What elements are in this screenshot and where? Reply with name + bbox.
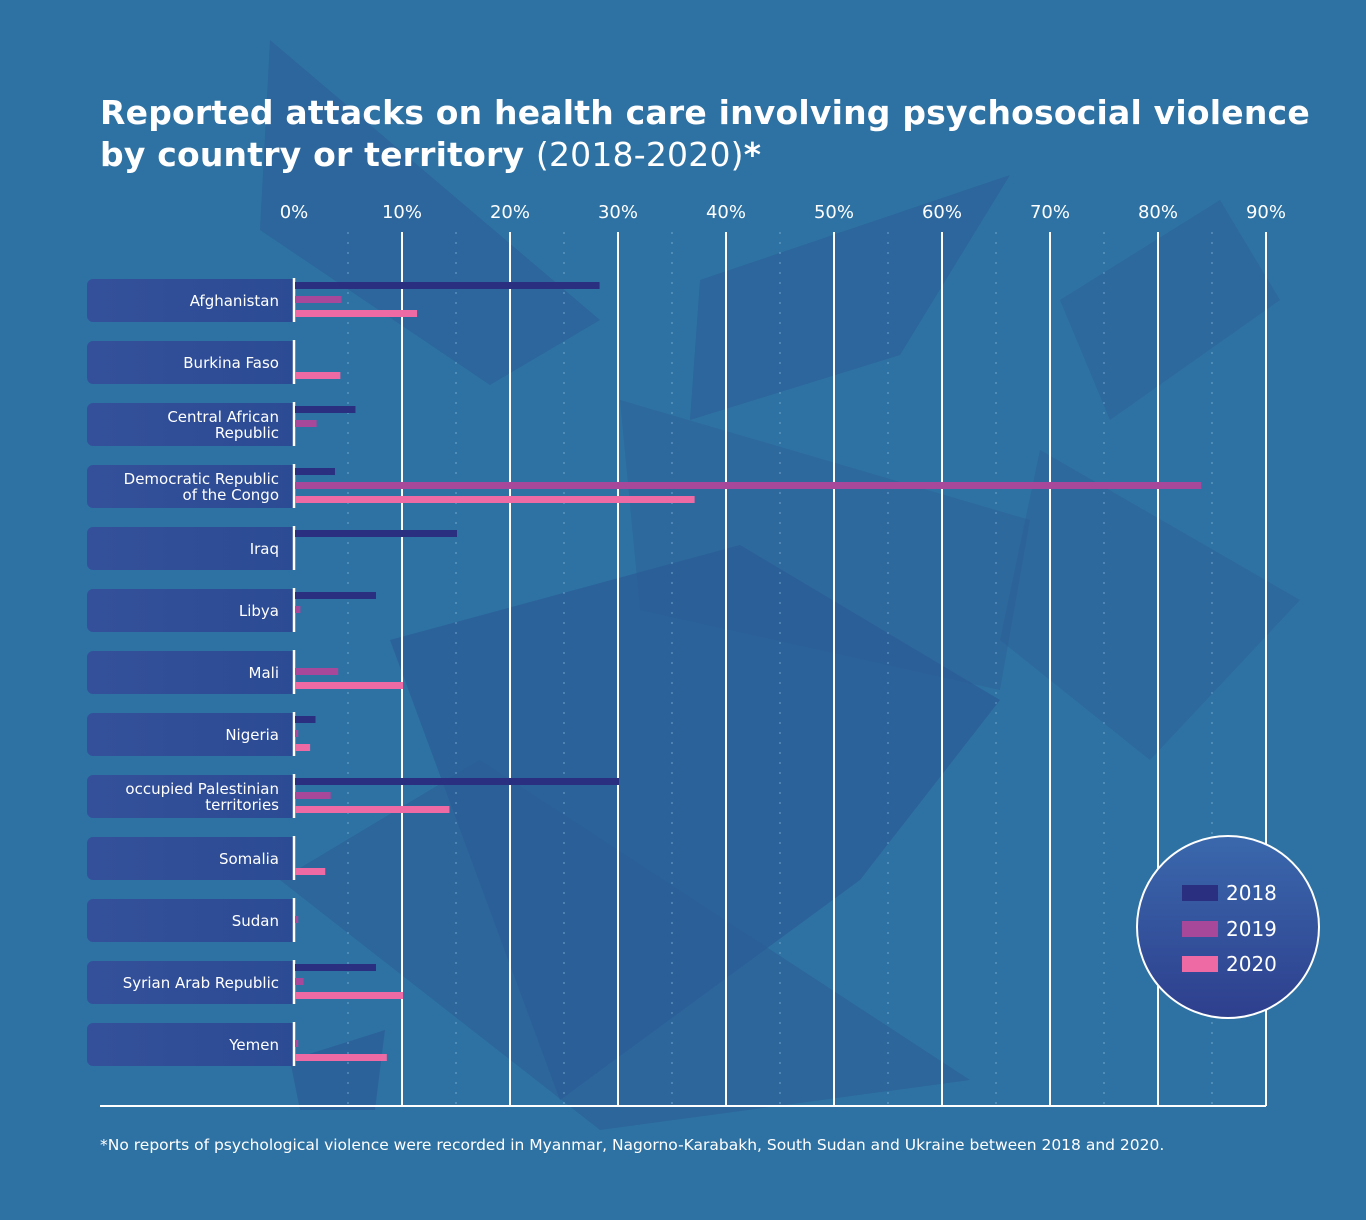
- legend-swatch: [1182, 921, 1218, 937]
- category-label: Syrian Arab Republic: [87, 961, 294, 1004]
- category-label: Libya: [87, 589, 294, 632]
- category-label: Democratic Republic of the Congo: [87, 465, 294, 508]
- legend-label: 2018: [1226, 881, 1277, 905]
- legend-item-2018: 2018: [1182, 881, 1277, 905]
- legend-item-2019: 2019: [1182, 917, 1277, 941]
- legend-swatch: [1182, 956, 1218, 972]
- title-asterisk: *: [743, 135, 762, 174]
- bar-2020: [295, 310, 418, 317]
- bar-2020: [295, 682, 403, 689]
- x-tick-label: 10%: [382, 202, 422, 223]
- x-tick-label: 90%: [1246, 202, 1286, 223]
- x-tick-label: 50%: [814, 202, 854, 223]
- x-tick-label: 30%: [598, 202, 638, 223]
- title-years: (2018-2020): [535, 135, 744, 174]
- bar-2019: [295, 792, 331, 799]
- legend-label: 2019: [1226, 917, 1277, 941]
- category-label-text: Libya: [238, 601, 279, 620]
- x-tick-label: 60%: [922, 202, 962, 223]
- bar-2019: [295, 1040, 299, 1047]
- category-label-text: Sudan: [231, 911, 279, 930]
- x-tick-label: 40%: [706, 202, 746, 223]
- bar-2020: [295, 1054, 387, 1061]
- category-label-text: occupied Palestinian territories: [125, 779, 279, 814]
- bar-2019: [295, 916, 299, 923]
- category-label-text: Yemen: [229, 1035, 279, 1054]
- title-main: Reported attacks on health care involvin…: [100, 93, 1310, 174]
- category-label-text: Nigeria: [225, 725, 279, 744]
- category-label-text: Democratic Republic of the Congo: [123, 469, 279, 504]
- bar-2018: [295, 468, 335, 475]
- category-label-text: Afghanistan: [189, 291, 279, 310]
- bar-2019: [295, 606, 301, 613]
- bar-2018: [295, 716, 316, 723]
- bar-2018: [295, 778, 619, 785]
- category-label: Yemen: [87, 1023, 294, 1066]
- category-label-text: Mali: [248, 663, 279, 682]
- bar-2020: [295, 496, 695, 503]
- x-tick-label: 70%: [1030, 202, 1070, 223]
- chart-title: Reported attacks on health care involvin…: [100, 92, 1366, 176]
- bar-2019: [295, 482, 1202, 489]
- category-label-text: Syrian Arab Republic: [122, 973, 279, 992]
- category-label-text: Central African Republic: [167, 407, 279, 442]
- category-label: Burkina Faso: [87, 341, 294, 384]
- bar-2020: [295, 372, 341, 379]
- bar-2019: [295, 730, 299, 737]
- category-label: Somalia: [87, 837, 294, 880]
- bar-2018: [295, 964, 376, 971]
- category-label-text: Burkina Faso: [183, 353, 279, 372]
- legend-swatch: [1182, 885, 1218, 901]
- category-label: occupied Palestinian territories: [87, 775, 294, 818]
- x-tick-label: 20%: [490, 202, 530, 223]
- legend-label: 2020: [1226, 952, 1277, 976]
- bar-2020: [295, 744, 311, 751]
- category-label-text: Somalia: [218, 849, 279, 868]
- bar-2020: [295, 806, 450, 813]
- bar-2019: [295, 668, 339, 675]
- bar-2018: [295, 592, 376, 599]
- bar-2018: [295, 530, 457, 537]
- category-label: Sudan: [87, 899, 294, 942]
- category-label: Nigeria: [87, 713, 294, 756]
- x-tick-label: 80%: [1138, 202, 1178, 223]
- bar-2019: [295, 296, 342, 303]
- legend-item-2020: 2020: [1182, 952, 1277, 976]
- bar-2019: [295, 420, 317, 427]
- category-label: Central African Republic: [87, 403, 294, 446]
- category-label-text: Iraq: [249, 539, 279, 558]
- bar-2020: [295, 868, 326, 875]
- legend: 2018 2019 2020: [1136, 835, 1320, 1019]
- bar-2020: [295, 992, 403, 999]
- x-tick-label: 0%: [280, 202, 309, 223]
- bar-2018: [295, 406, 356, 413]
- footnote: *No reports of psychological violence we…: [100, 1136, 1165, 1154]
- bar-2019: [295, 978, 304, 985]
- bar-2018: [295, 282, 600, 289]
- category-label: Mali: [87, 651, 294, 694]
- category-label: Iraq: [87, 527, 294, 570]
- category-label: Afghanistan: [87, 279, 294, 322]
